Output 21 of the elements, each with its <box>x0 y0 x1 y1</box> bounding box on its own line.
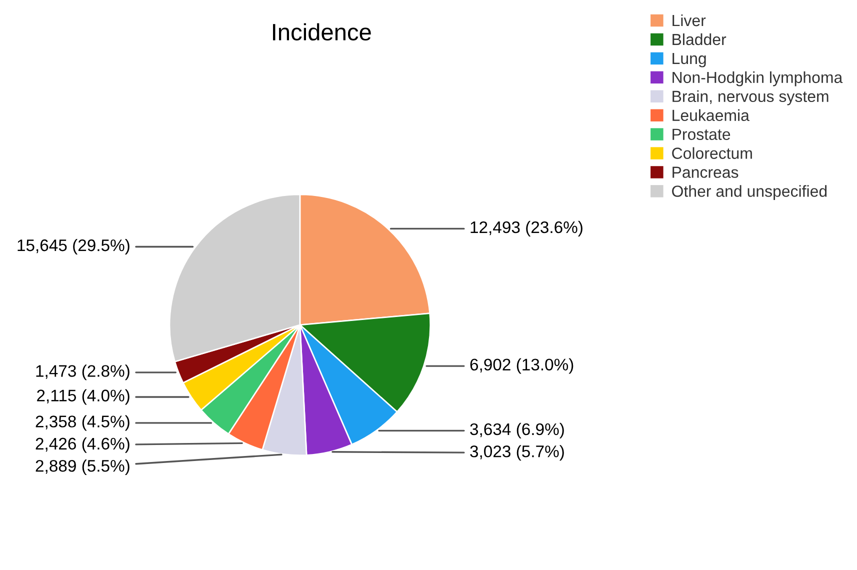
legend-label: Lung <box>672 52 706 68</box>
data-label: 2,358 (4.5%) <box>36 415 130 431</box>
data-label: 2,115 (4.0%) <box>37 389 130 405</box>
data-label: 3,634 (6.9%) <box>470 422 564 438</box>
legend-label: Brain, nervous system <box>672 90 828 106</box>
data-label: 6,902 (13.0%) <box>470 358 574 374</box>
data-label: 1,473 (2.8%) <box>36 364 130 380</box>
chart-title: Incidence <box>273 23 371 41</box>
legend-label: Bladder <box>672 33 726 46</box>
data-label: 3,023 (5.7%) <box>470 445 564 461</box>
legend-label: Non-Hodgkin lymphoma <box>672 71 843 86</box>
legend-label: Other and unspecified <box>672 185 827 200</box>
data-label: 15,645 (29.5%) <box>18 238 130 254</box>
legend-label: Leukaemia <box>672 109 750 122</box>
legend-label: Colorectum <box>672 147 752 159</box>
legend-label: Pancreas <box>672 166 738 178</box>
legend-label: Prostate <box>672 128 730 140</box>
data-label: 2,889 (5.5%) <box>36 460 130 476</box>
data-label: 2,426 (4.6%) <box>36 437 130 453</box>
data-label: 12,493 (23.6%) <box>470 220 582 236</box>
legend-label: Liver <box>672 14 706 26</box>
